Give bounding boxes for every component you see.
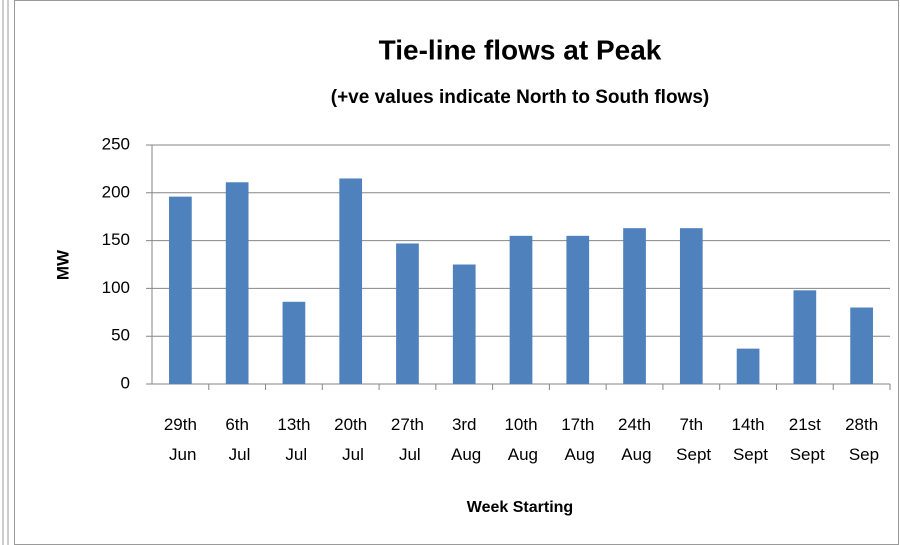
y-tick-label: 150 (102, 230, 130, 249)
x-tick-label: 29th Jun (164, 415, 197, 464)
x-tick-label: 27th Jul (391, 415, 424, 464)
bar (679, 228, 703, 384)
y-tick-label: 250 (102, 134, 130, 153)
y-axis-label: MW (53, 249, 72, 280)
x-tick-label: 13th Jul (277, 415, 310, 464)
bar (509, 235, 533, 384)
bar (793, 290, 817, 384)
y-tick-label: 50 (111, 326, 130, 345)
x-tick-label: 20th Jul (334, 415, 367, 464)
x-axis-label: Week Starting (467, 499, 573, 516)
x-tick-label: 28th Sep (844, 415, 879, 464)
bar (850, 307, 873, 384)
chart-title: Tie-line flows at Peak (379, 34, 662, 65)
y-tick-label: 100 (102, 278, 130, 297)
x-tick-label: 14th Sept (728, 415, 768, 464)
bar (225, 182, 249, 384)
bar (169, 196, 192, 384)
y-tick-label: 0 (121, 373, 130, 392)
x-tick-label: 7th Sept (671, 415, 711, 464)
bar (396, 243, 419, 384)
x-tick-label: 10th Aug (504, 415, 538, 464)
x-tick-label: 24th Aug (618, 415, 652, 464)
chart-subtitle: (+ve values indicate North to South flow… (331, 87, 709, 108)
x-tick-label: 21st Sept (785, 415, 825, 464)
bar (452, 264, 476, 384)
bar (282, 301, 306, 384)
bar (736, 348, 760, 384)
bar (623, 228, 646, 384)
bar (566, 235, 590, 384)
x-tick-label: 17th Aug (561, 415, 595, 464)
bar (339, 178, 363, 384)
y-tick-label: 200 (102, 182, 130, 201)
x-tick-label: 6th Jul (224, 415, 250, 464)
x-tick-label: 3rd Aug (447, 415, 481, 464)
